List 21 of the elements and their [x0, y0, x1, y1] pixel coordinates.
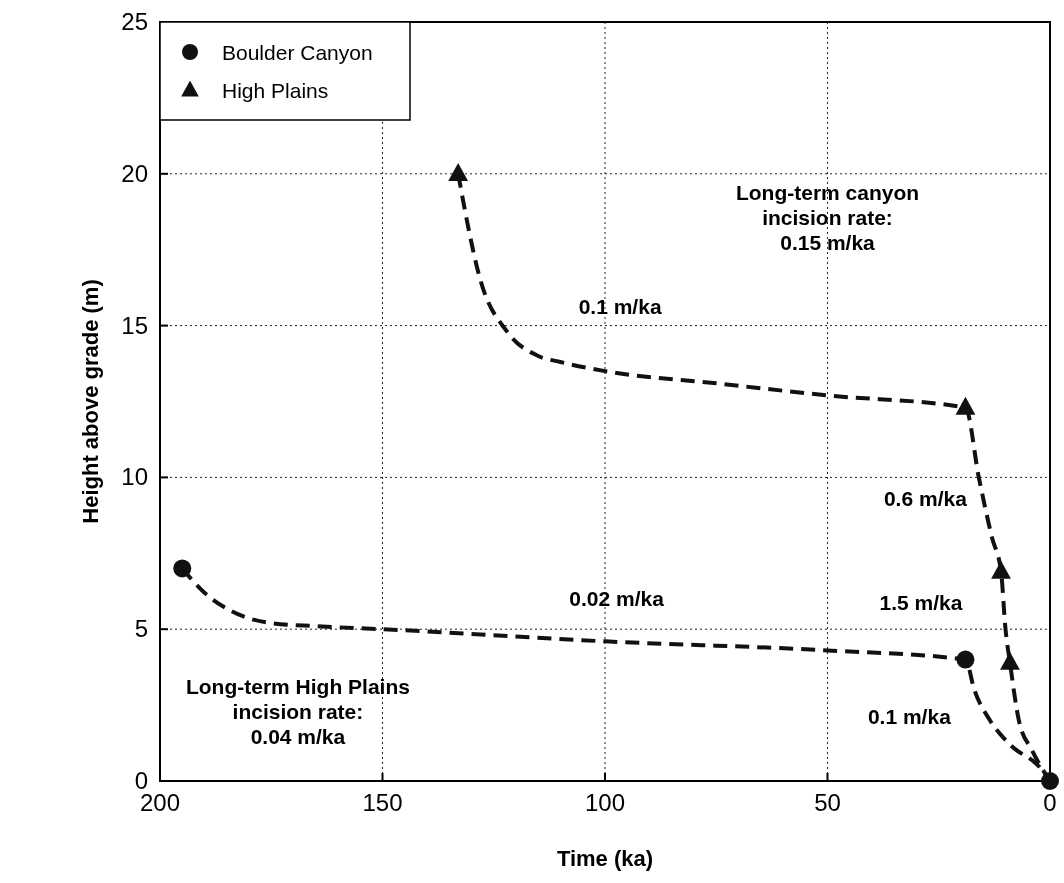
- point: [1041, 772, 1059, 790]
- annotation: Long-term High Plains incision rate: 0.04 m/ka: [185, 674, 410, 748]
- y-tick-label: 20: [121, 159, 148, 187]
- y-axis-title: Height above grade (m): [78, 279, 103, 524]
- y-tick-label: 5: [134, 615, 148, 643]
- annotation: 0.6 m/ka: [883, 487, 968, 511]
- legend-label: Boulder Canyon: [222, 41, 373, 64]
- x-axis-title: Time (ka): [556, 846, 654, 871]
- annotation: Long-term canyon incision rate: 0.15 m/ka: [735, 181, 920, 255]
- x-tick-label: 150: [362, 789, 403, 816]
- x-tick-label: 0: [1043, 789, 1057, 816]
- y-tick-label: 15: [121, 311, 148, 339]
- x-tick-label: 100: [584, 789, 626, 816]
- annotation: 0.1 m/ka: [867, 705, 952, 729]
- annotation: 0.02 m/ka: [569, 587, 665, 611]
- y-tick-label: 10: [121, 463, 148, 491]
- y-tick-label: 25: [121, 8, 148, 35]
- annotation: 1.5 m/ka: [879, 591, 963, 615]
- x-tick-label: 50: [814, 789, 841, 816]
- annotation: 0.1 m/ka: [578, 295, 662, 319]
- legend-label: High Plains: [222, 79, 329, 102]
